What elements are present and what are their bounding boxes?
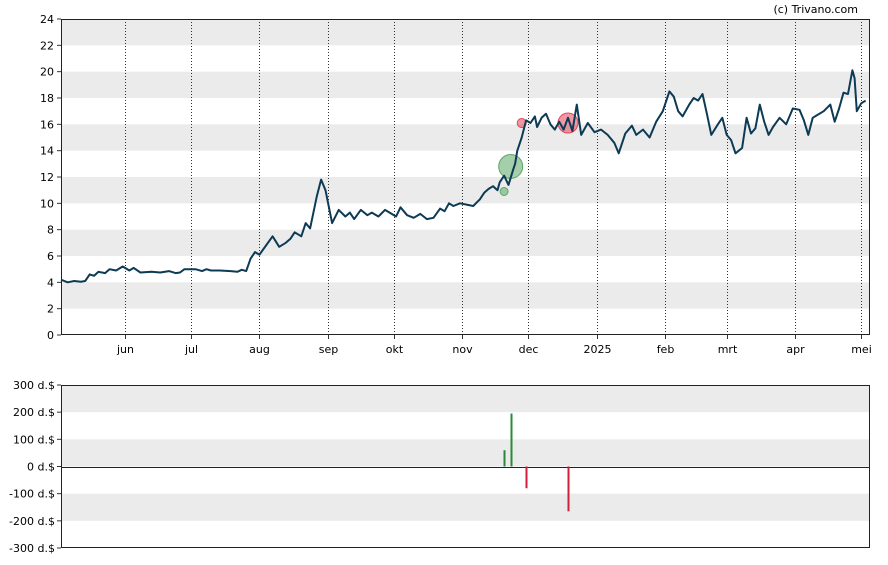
volume-band bbox=[61, 439, 870, 467]
price-band bbox=[61, 282, 870, 309]
volume-bars bbox=[503, 413, 570, 512]
y-tick-label: 16 bbox=[40, 118, 54, 131]
volume-tick-label: -200 d.$ bbox=[9, 515, 55, 528]
y-tick-label: 6 bbox=[47, 250, 54, 263]
price-band bbox=[61, 124, 870, 151]
volume-tick-label: -100 d.$ bbox=[9, 488, 55, 501]
x-tick-label: mrt bbox=[718, 343, 738, 356]
price-band bbox=[61, 19, 870, 46]
x-tick-label: jun bbox=[116, 343, 134, 356]
credit-label: (c) Trivano.com bbox=[773, 3, 858, 16]
x-tick-label: aug bbox=[249, 343, 270, 356]
y-tick-label: 0 bbox=[47, 329, 54, 342]
y-tick-label: 24 bbox=[40, 13, 54, 26]
volume-tick-label: 0 d.$ bbox=[27, 461, 55, 474]
x-tick-label: okt bbox=[386, 343, 404, 356]
volume-y-axis: 300 d.$ 200 d.$ 100 d.$ 0 d.$ -100 d.$ -200 d… bbox=[9, 379, 61, 555]
x-tick-label: feb bbox=[657, 343, 675, 356]
buy-marker bbox=[499, 186, 509, 196]
volume-tick-label: -300 d.$ bbox=[9, 542, 55, 555]
price-band bbox=[61, 71, 870, 98]
date-x-axis: jun jul aug sep okt nov dec 2025 feb mrt apr mei bbox=[116, 335, 872, 356]
x-tick-label: 2025 bbox=[584, 343, 612, 356]
y-tick-label: 14 bbox=[40, 145, 54, 158]
y-tick-label: 18 bbox=[40, 92, 54, 105]
y-tick-label: 12 bbox=[40, 171, 54, 184]
x-tick-label: sep bbox=[319, 343, 338, 356]
volume-tick-label: 200 d.$ bbox=[13, 406, 55, 419]
y-tick-label: 20 bbox=[40, 66, 54, 79]
volume-frame bbox=[61, 385, 870, 548]
plot-frames bbox=[61, 19, 870, 548]
x-tick-label: mei bbox=[851, 343, 872, 356]
volume-band bbox=[61, 493, 870, 521]
grid-bands bbox=[61, 19, 870, 521]
y-tick-label: 8 bbox=[47, 224, 54, 237]
price-series-line bbox=[60, 69, 867, 284]
volume-band bbox=[61, 385, 870, 413]
y-tick-label: 10 bbox=[40, 197, 54, 210]
y-tick-label: 4 bbox=[47, 276, 54, 289]
price-line bbox=[60, 69, 867, 284]
price-band bbox=[61, 229, 870, 256]
y-tick-label: 2 bbox=[47, 303, 54, 316]
volume-tick-label: 100 d.$ bbox=[13, 433, 55, 446]
price-frame bbox=[61, 19, 870, 335]
x-tick-label: nov bbox=[452, 343, 473, 356]
x-tick-label: jul bbox=[184, 343, 198, 356]
y-tick-label: 22 bbox=[40, 39, 54, 52]
x-tick-label: dec bbox=[519, 343, 539, 356]
x-tick-label: apr bbox=[786, 343, 805, 356]
price-band bbox=[61, 177, 870, 204]
volume-tick-label: 300 d.$ bbox=[13, 379, 55, 392]
